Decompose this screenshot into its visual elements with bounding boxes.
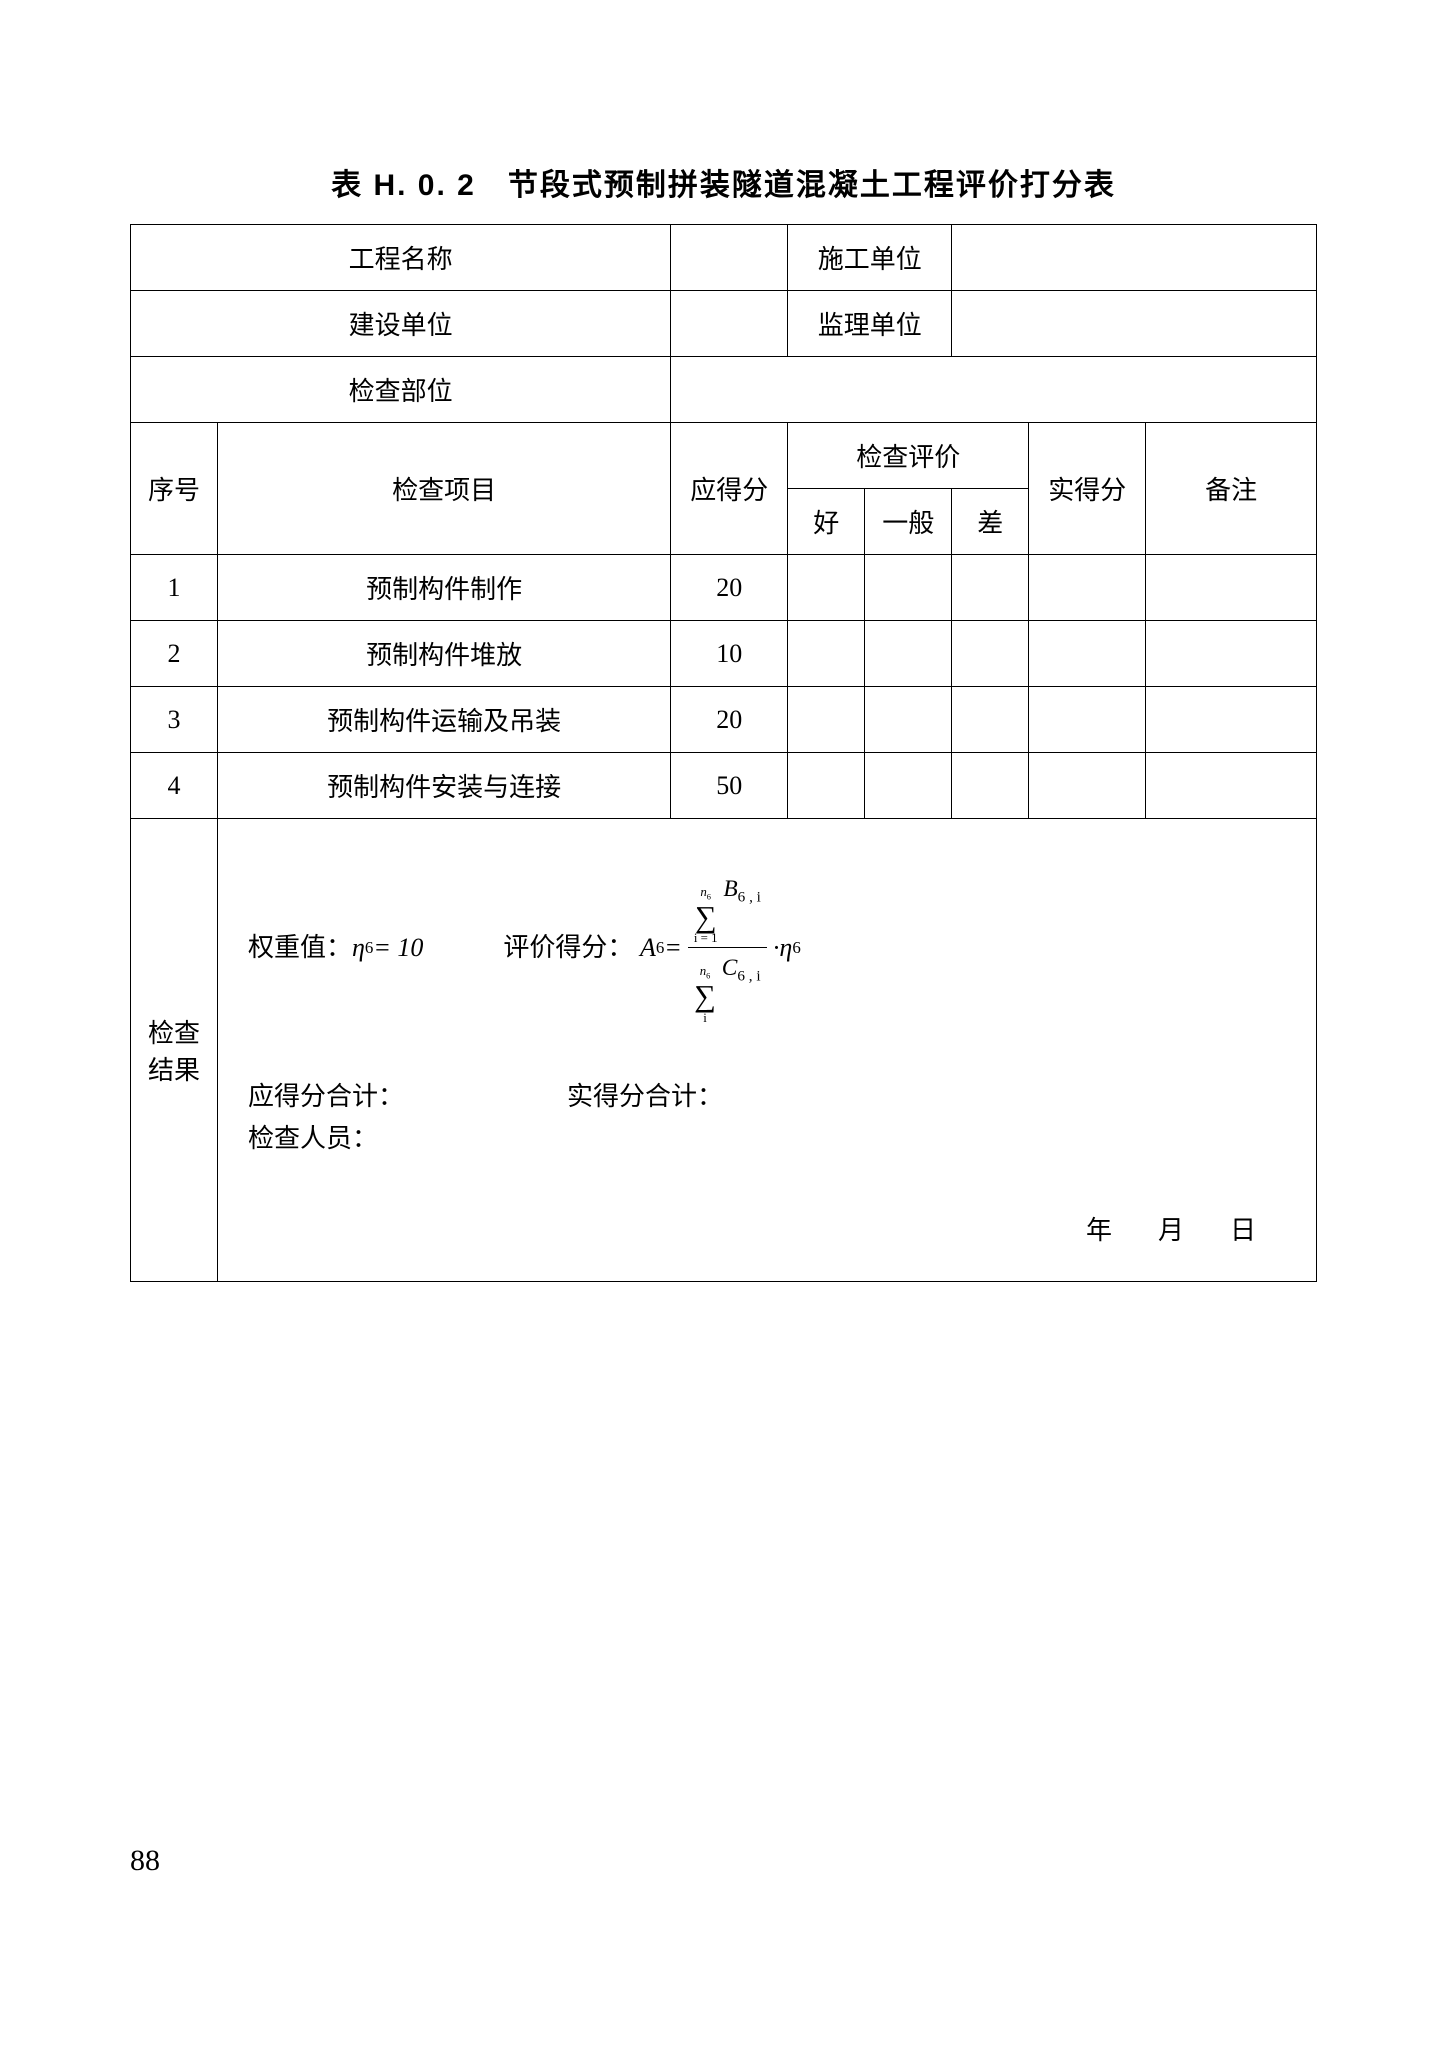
cell-seq: 2 [131, 621, 218, 687]
value-check-part [671, 357, 1317, 423]
page-number: 88 [130, 1844, 160, 1878]
info-row-1: 工程名称 施工单位 [131, 225, 1317, 291]
cell-actual [1029, 753, 1146, 819]
label-check-part: 检查部位 [131, 357, 671, 423]
inspector-line: 检查人员： [248, 1118, 1286, 1160]
cell-normal [865, 687, 952, 753]
cell-actual [1029, 687, 1146, 753]
table-row: 2 预制构件堆放 10 [131, 621, 1317, 687]
label-project-name: 工程名称 [131, 225, 671, 291]
value-owner [671, 291, 788, 357]
cell-good [788, 555, 865, 621]
col-seq: 序号 [131, 423, 218, 555]
cell-actual [1029, 555, 1146, 621]
cell-item: 预制构件安装与连接 [218, 753, 671, 819]
cell-seq: 1 [131, 555, 218, 621]
cell-normal [865, 621, 952, 687]
table-title: 表 H. 0. 2 节段式预制拼装隧道混凝土工程评价打分表 [130, 160, 1317, 204]
col-should-score: 应得分 [671, 423, 788, 555]
cell-bad [952, 753, 1029, 819]
cell-remark [1146, 621, 1317, 687]
cell-good [788, 753, 865, 819]
col-check-eval: 检查评价 [788, 423, 1029, 489]
info-row-2: 建设单位 监理单位 [131, 291, 1317, 357]
results-row: 检查 结果 权重值：η6 = 10 评价得分： A6 = [131, 819, 1317, 1282]
info-row-3: 检查部位 [131, 357, 1317, 423]
table-row: 1 预制构件制作 20 [131, 555, 1317, 621]
cell-remark [1146, 555, 1317, 621]
cell-score: 20 [671, 687, 788, 753]
column-header-row-1: 序号 检查项目 应得分 检查评价 实得分 备注 [131, 423, 1317, 489]
cell-seq: 4 [131, 753, 218, 819]
cell-good [788, 687, 865, 753]
cell-remark [1146, 687, 1317, 753]
cell-score: 20 [671, 555, 788, 621]
col-normal: 一般 [865, 489, 952, 555]
scoring-table: 工程名称 施工单位 建设单位 监理单位 检查部位 序号 检查项目 应得分 检查评… [130, 224, 1317, 1282]
results-label: 检查 结果 [131, 819, 218, 1282]
label-contractor: 施工单位 [788, 225, 952, 291]
cell-score: 50 [671, 753, 788, 819]
cell-bad [952, 555, 1029, 621]
date-line: 年 月 日 [248, 1210, 1286, 1252]
col-check-item: 检查项目 [218, 423, 671, 555]
cell-remark [1146, 753, 1317, 819]
results-content: 权重值：η6 = 10 评价得分： A6 = n6 ∑ [218, 819, 1317, 1282]
cell-item: 预制构件堆放 [218, 621, 671, 687]
label-supervisor: 监理单位 [788, 291, 952, 357]
score-formula: 评价得分： A6 = n6 ∑ i = 1 [503, 869, 800, 1026]
weight-text: 权重值：η6 = 10 [248, 927, 423, 969]
label-owner: 建设单位 [131, 291, 671, 357]
value-project-name [671, 225, 788, 291]
col-remark: 备注 [1146, 423, 1317, 555]
value-supervisor [952, 291, 1317, 357]
col-actual-score: 实得分 [1029, 423, 1146, 555]
col-bad: 差 [952, 489, 1029, 555]
cell-normal [865, 753, 952, 819]
cell-seq: 3 [131, 687, 218, 753]
value-contractor [952, 225, 1317, 291]
cell-item: 预制构件制作 [218, 555, 671, 621]
table-row: 3 预制构件运输及吊装 20 [131, 687, 1317, 753]
col-good: 好 [788, 489, 865, 555]
cell-good [788, 621, 865, 687]
cell-normal [865, 555, 952, 621]
cell-bad [952, 687, 1029, 753]
totals-line: 应得分合计： 实得分合计： [248, 1076, 1286, 1118]
cell-item: 预制构件运输及吊装 [218, 687, 671, 753]
table-row: 4 预制构件安装与连接 50 [131, 753, 1317, 819]
cell-bad [952, 621, 1029, 687]
cell-actual [1029, 621, 1146, 687]
cell-score: 10 [671, 621, 788, 687]
